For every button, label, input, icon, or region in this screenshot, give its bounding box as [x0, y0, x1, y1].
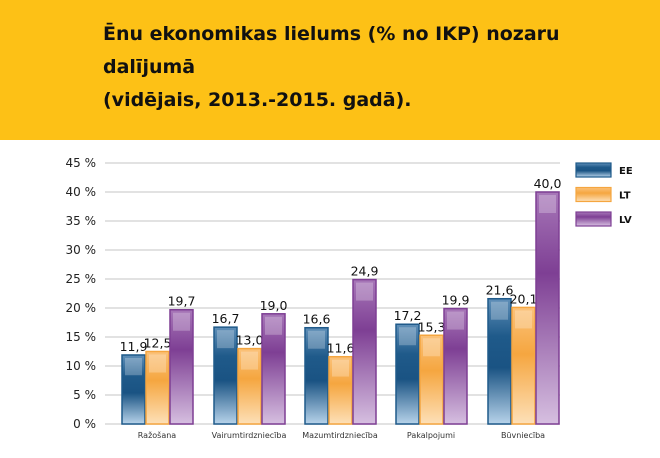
bar-highlight: [173, 312, 190, 331]
data-label: 19,7: [168, 294, 196, 309]
y-tick-label: 30 %: [66, 243, 97, 257]
bar-highlight: [149, 354, 166, 373]
data-label: 17,2: [394, 308, 422, 323]
legend-swatch-ee: [575, 162, 612, 178]
x-tick-label: Mazumtirdzniecība: [302, 431, 378, 440]
y-tick-label: 10 %: [66, 359, 97, 373]
bar-highlight: [515, 310, 532, 329]
data-label: 12,5: [144, 336, 172, 351]
legend-swatch-lv: [575, 211, 612, 227]
bar-lv: [261, 313, 286, 425]
chart-title: Ēnu ekonomikas lielums (% no IKP) nozaru…: [103, 18, 653, 117]
y-tick-label: 40 %: [66, 185, 97, 199]
x-tick-label: Vairumtirdzniecība: [212, 431, 287, 440]
legend-label-ee: EE: [619, 166, 633, 177]
data-label: 19,0: [260, 298, 288, 313]
bar-lt: [145, 350, 170, 425]
y-tick-label: 35 %: [66, 214, 97, 228]
chart-title-line2: (vidējais, 2013.-2015. gadā).: [103, 89, 412, 111]
x-tick-label: Ražošana: [138, 430, 177, 440]
bar-highlight: [423, 338, 440, 357]
bar-lv: [535, 191, 560, 425]
bar-highlight: [308, 330, 325, 349]
data-label: 11,6: [327, 341, 355, 356]
bar-ee: [213, 326, 238, 425]
bar-lt: [419, 334, 444, 425]
bar-ee: [121, 354, 146, 425]
bar-chart: 0 % 5 % 10 % 15 % 20 % 25 % 30 % 35 % 40 % 45 % 1…: [66, 156, 633, 440]
bar-highlight: [241, 351, 258, 370]
y-tick-label: 15 %: [66, 330, 97, 344]
data-label: 24,9: [351, 264, 379, 279]
y-tick-label: 25 %: [66, 272, 97, 286]
data-label: 21,6: [486, 283, 514, 298]
bar-highlight: [539, 195, 556, 213]
bar-highlight: [217, 330, 234, 349]
bar-highlight: [265, 316, 282, 335]
chart-title-line1: Ēnu ekonomikas lielums (% no IKP) nozaru…: [103, 23, 560, 78]
bar-ee: [395, 323, 420, 425]
bar-highlight: [125, 357, 142, 376]
data-label: 13,0: [236, 333, 264, 348]
bar-highlight: [356, 282, 373, 301]
bar-highlight: [399, 327, 416, 346]
bar-lt: [328, 355, 353, 425]
data-label: 16,7: [212, 311, 240, 326]
bar-lt: [237, 347, 262, 425]
legend-label-lt: LT: [619, 191, 631, 202]
legend-label-lv: LV: [619, 215, 632, 226]
x-tick-label: Būvniecība: [501, 431, 545, 440]
y-tick-label: 20 %: [66, 301, 97, 315]
data-label: 11,9: [120, 339, 148, 354]
data-label: 40,0: [534, 176, 562, 191]
y-tick-label: 45 %: [66, 156, 97, 170]
bar-lv: [443, 307, 468, 425]
bar-lv: [352, 278, 377, 425]
data-label: 16,6: [303, 312, 331, 327]
bar-highlight: [491, 301, 508, 320]
bar-lv: [169, 308, 194, 425]
bar-ee: [487, 297, 512, 425]
bar-highlight: [447, 311, 464, 330]
data-label: 19,9: [442, 293, 470, 308]
bar-highlight: [332, 359, 349, 377]
y-tick-label: 0 %: [73, 417, 96, 431]
bar-ee: [304, 326, 329, 425]
x-tick-label: Pakalpojumi: [407, 431, 455, 440]
data-label: 15,3: [418, 319, 446, 334]
data-label: 20,1: [510, 291, 538, 306]
y-tick-label: 5 %: [73, 388, 96, 402]
bar-lt: [511, 306, 536, 425]
title-banner: [0, 0, 660, 140]
legend-swatch-lt: [575, 186, 612, 203]
